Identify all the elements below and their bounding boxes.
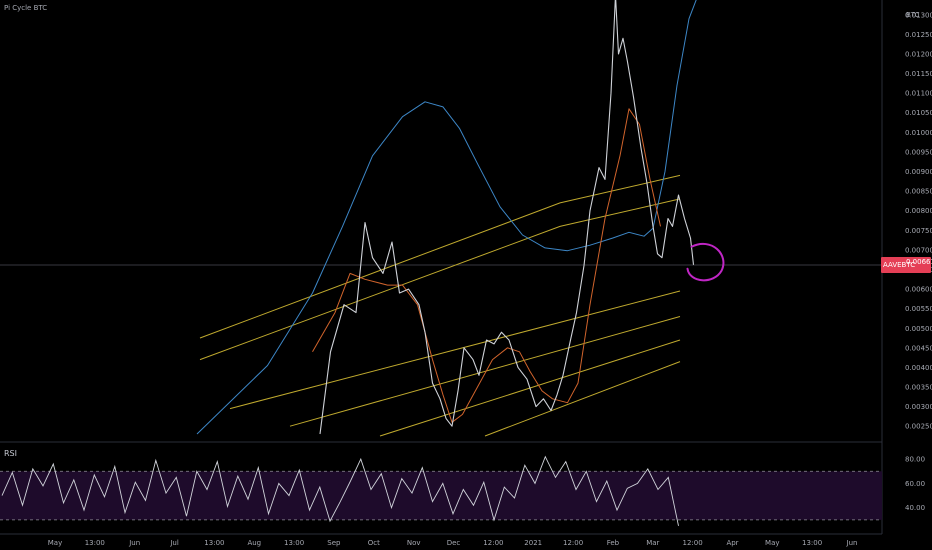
last-price-badge-bg	[881, 256, 931, 273]
circle-annotation	[686, 242, 725, 282]
rsi-tick-label: 40.00	[905, 504, 925, 512]
time-tick-label: Sep	[327, 539, 341, 547]
rsi-band-fill	[0, 471, 882, 520]
rsi-tick-label: 60.00	[905, 480, 925, 488]
time-tick-label: 12:00	[563, 539, 583, 547]
rsi-axis-ticks: 80.00 60.00 40.00	[905, 456, 925, 513]
channel-line-4	[289, 316, 681, 427]
time-tick-label: 13:00	[284, 539, 304, 547]
axis-currency: BTC	[906, 11, 920, 19]
last-price-label: 0.006615	[906, 258, 932, 266]
rsi-pane[interactable]: RSI 80.00 60.00 40.00	[0, 449, 925, 526]
time-tick-label: 13:00	[85, 539, 105, 547]
time-tick-label: Apr	[726, 539, 738, 547]
time-tick-label: May	[48, 539, 62, 547]
time-tick-label: May	[765, 539, 779, 547]
time-tick-label: Jun	[128, 539, 140, 547]
annotation-circle-stroke	[686, 242, 725, 282]
rsi-line	[1, 455, 679, 526]
time-tick-label: Oct	[368, 539, 380, 547]
price-series	[196, 0, 697, 435]
time-tick-label: Dec	[447, 539, 461, 547]
time-tick-label: Jul	[169, 539, 179, 547]
time-tick-label: 12:00	[683, 539, 703, 547]
rsi-tick-label: 80.00	[905, 456, 925, 464]
channel-line-1	[199, 174, 681, 339]
regression-channels	[199, 174, 681, 437]
time-tick-label: Nov	[407, 539, 421, 547]
price-pane[interactable]: Pi Cycle BTC 0.0130000.0125000.0120000.0…	[0, 0, 932, 534]
time-tick-label: Aug	[247, 539, 261, 547]
chart-title: Pi Cycle BTC	[4, 4, 47, 12]
time-axis-ticks: May 13:00 Jun Jul 13:00 Aug 13:00 Sep Oct Nov Dec 1…	[48, 539, 858, 547]
last-price-badge: AAVEBTC 0.006615	[881, 256, 932, 273]
pair-label: AAVEBTC	[883, 261, 915, 269]
rsi-series	[1, 455, 679, 526]
channel-line-6	[484, 361, 681, 437]
time-tick-label: 13:00	[204, 539, 224, 547]
channel-line-2	[199, 198, 681, 361]
time-tick-label: 12:00	[483, 539, 503, 547]
series-line-3	[319, 0, 695, 435]
time-tick-label: 13:00	[802, 539, 822, 547]
time-tick-label: Feb	[607, 539, 620, 547]
time-tick-label: Jun	[846, 539, 858, 547]
rsi-title: RSI	[4, 449, 17, 458]
time-tick-label: Mar	[646, 539, 659, 547]
price-tick-label: 0.002500	[905, 423, 932, 431]
time-tick-label: 2021	[524, 539, 542, 547]
series-line-2	[312, 108, 661, 423]
channel-line-3	[229, 290, 681, 410]
